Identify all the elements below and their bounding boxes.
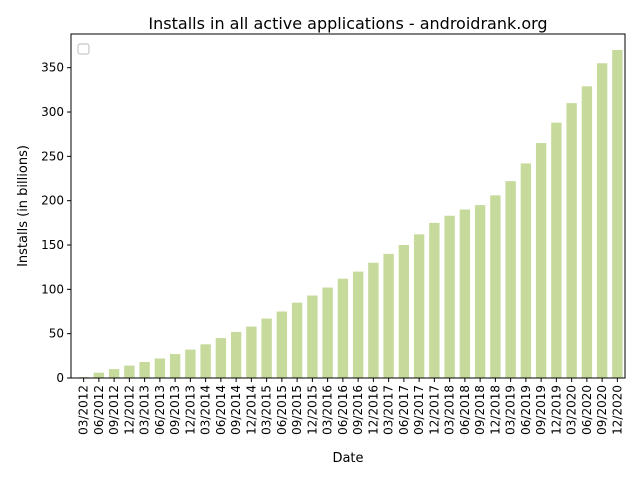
bar-03-2015: [261, 318, 272, 378]
x-tick-label: 03/2018: [443, 385, 457, 435]
x-tick-label: 06/2020: [580, 385, 594, 435]
y-tick-label: 200: [41, 194, 64, 208]
x-tick-label: 03/2014: [199, 385, 213, 435]
chart-title: Installs in all active applications - an…: [148, 14, 547, 33]
bar-09-2014: [230, 331, 242, 378]
bar-09-2015: [291, 302, 303, 378]
bar-09-2017: [413, 234, 425, 378]
x-tick-label: 03/2016: [321, 385, 335, 435]
x-tick-label: 09/2016: [351, 385, 365, 435]
bar-09-2020: [596, 63, 608, 378]
plot-frame: [70, 33, 626, 379]
bar-03-2018: [444, 215, 455, 378]
x-tick-label: 12/2012: [122, 385, 136, 435]
bar-03-2014: [200, 344, 211, 378]
y-tick-label: 0: [56, 371, 64, 385]
x-tick-label: 06/2014: [214, 385, 228, 435]
x-tick-label: 06/2015: [275, 385, 289, 435]
x-tick-label: 09/2020: [595, 385, 609, 435]
x-tick-label: 06/2012: [92, 385, 106, 435]
x-tick-label: 03/2013: [138, 385, 152, 435]
y-axis-label: Installs (in billions): [16, 145, 31, 267]
x-tick-label: 06/2016: [336, 385, 350, 435]
x-tick-label: 09/2019: [534, 385, 548, 435]
y-ticks: 0 50 100 150 200 250 300 350: [41, 61, 71, 385]
bar-12-2012: [124, 365, 135, 378]
y-tick-label: 50: [49, 327, 64, 341]
x-tick-label: 06/2017: [397, 385, 411, 435]
x-tick-label: 09/2013: [168, 385, 182, 435]
legend-box: [77, 43, 90, 55]
x-tick-label: 12/2014: [244, 385, 258, 435]
x-tick-label: 03/2019: [504, 385, 518, 435]
bar-12-2020: [612, 49, 623, 379]
x-tick-label: 06/2018: [458, 385, 472, 435]
bar-06-2018: [459, 209, 471, 378]
x-axis-label: Date: [332, 451, 363, 466]
bar-06-2016: [337, 278, 349, 378]
x-tick-label: 12/2013: [183, 385, 197, 435]
bar-12-2013: [185, 349, 196, 378]
y-tick-label: 350: [41, 61, 64, 75]
bar-06-2017: [398, 245, 410, 378]
x-tick-label: 06/2013: [153, 385, 167, 435]
bar-12-2017: [429, 222, 440, 378]
x-tick-label: 03/2017: [382, 385, 396, 435]
bar-03-2013: [139, 362, 150, 378]
bar-03-2016: [322, 287, 333, 378]
bars: [78, 49, 623, 379]
bar-12-2014: [246, 326, 257, 378]
bar-06-2020: [581, 86, 593, 378]
bar-06-2015: [276, 311, 288, 378]
x-tick-label: 03/2020: [565, 385, 579, 435]
bar-06-2012: [93, 372, 105, 378]
x-tick-label: 09/2014: [229, 385, 243, 435]
bar-09-2019: [535, 143, 547, 378]
y-tick-label: 100: [41, 282, 64, 296]
bar-06-2013: [154, 358, 166, 378]
bar-12-2015: [307, 295, 318, 378]
x-tick-label: 03/2012: [77, 385, 91, 435]
bar-12-2019: [551, 122, 562, 378]
bar-12-2016: [368, 262, 379, 378]
x-tick-label: 12/2015: [305, 385, 319, 435]
x-tick-label: 12/2020: [610, 385, 624, 435]
x-tick-label: 12/2019: [549, 385, 563, 435]
x-tick-label: 09/2017: [412, 385, 426, 435]
x-tick-label: 12/2017: [427, 385, 441, 435]
bar-03-2017: [383, 253, 394, 378]
bar-03-2020: [566, 103, 577, 379]
x-tick-label: 03/2015: [260, 385, 274, 435]
x-tick-label: 12/2018: [488, 385, 502, 435]
bar-03-2019: [505, 181, 516, 378]
bar-12-2018: [490, 195, 501, 378]
bar-09-2012: [108, 369, 120, 378]
bar-09-2016: [352, 271, 364, 378]
y-tick-label: 300: [41, 105, 64, 119]
y-tick-label: 250: [41, 149, 64, 163]
y-tick-label: 150: [41, 238, 64, 252]
bar-06-2019: [520, 163, 532, 378]
x-tick-label: 09/2018: [473, 385, 487, 435]
x-tick-label: 12/2016: [366, 385, 380, 435]
bar-09-2018: [474, 205, 486, 378]
bar-06-2014: [215, 338, 227, 378]
x-ticks: 03/2012 06/2012 09/2012 12/2012 03/2013 06/20…: [77, 378, 624, 435]
x-tick-label: 06/2019: [519, 385, 533, 435]
x-tick-label: 09/2012: [107, 385, 121, 435]
bar-09-2013: [169, 354, 181, 378]
x-tick-label: 09/2015: [290, 385, 304, 435]
